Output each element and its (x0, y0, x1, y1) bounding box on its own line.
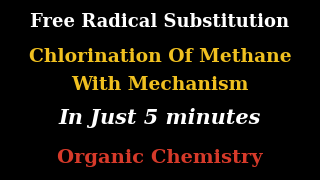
Text: In Just 5 minutes: In Just 5 minutes (59, 108, 261, 128)
Text: With Mechanism: With Mechanism (71, 76, 249, 94)
Text: Free Radical Substitution: Free Radical Substitution (30, 13, 290, 31)
Text: Chlorination Of Methane: Chlorination Of Methane (29, 48, 291, 66)
Text: Organic Chemistry: Organic Chemistry (57, 149, 263, 167)
